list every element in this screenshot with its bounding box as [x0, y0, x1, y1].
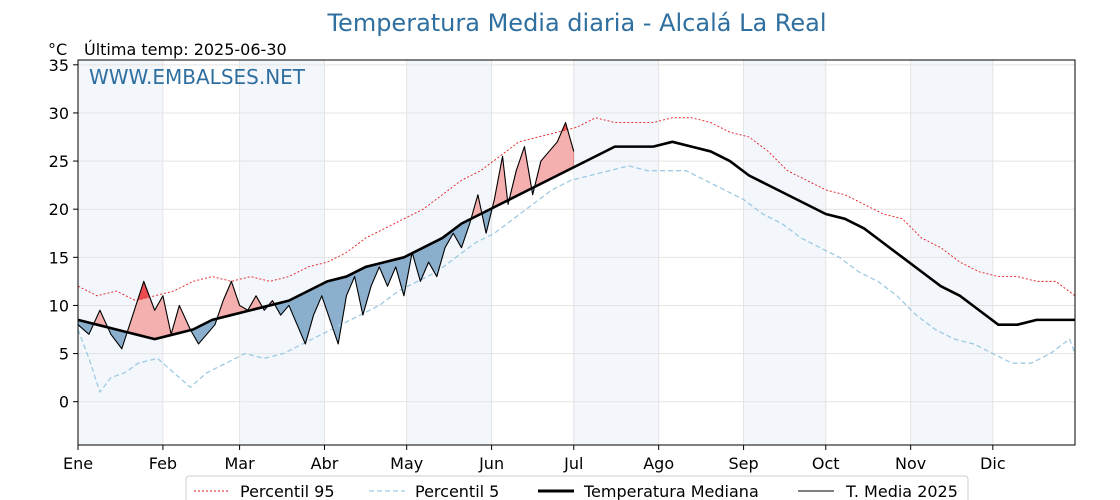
legend-label-p95: Percentil 95: [240, 482, 335, 500]
month-band: [573, 60, 659, 445]
y-tick-label: 15: [49, 248, 69, 267]
legend-item-p95: Percentil 95: [194, 482, 335, 500]
below-median-area: [190, 318, 218, 345]
x-tick-label: Dic: [980, 454, 1006, 473]
legend-label-p5: Percentil 5: [415, 482, 499, 500]
unit-label: °C: [48, 40, 67, 59]
y-tick-label: 35: [49, 56, 69, 75]
y-tick-label: 30: [49, 104, 69, 123]
anomaly-fills: [77, 121, 575, 350]
x-tick-label: Sep: [729, 454, 759, 473]
series-line-p95: [77, 117, 1076, 302]
watermark: WWW.EMBALSES.NET: [89, 65, 306, 89]
chart-title: Temperatura Media diaria - Alcalá La Rea…: [326, 9, 826, 37]
x-tick-label: Jun: [478, 454, 504, 473]
y-tick-label: 0: [59, 393, 69, 412]
y-tick-label: 10: [49, 296, 69, 315]
x-tick-label: Oct: [812, 454, 840, 473]
plot-frame: [77, 59, 1076, 446]
above-p95-area: [138, 281, 150, 300]
month-band: [78, 60, 163, 445]
month-band: [743, 60, 826, 445]
x-tick-label: Abr: [311, 454, 339, 473]
x-axis: Ene Feb Mar Abr May Jun Jul Ago Sep Oct Nov Dic: [63, 445, 1006, 473]
x-tick-label: Mar: [225, 454, 256, 473]
x-tick-label: Jul: [563, 454, 583, 473]
y-tick-label: 20: [49, 200, 69, 219]
legend: Percentil 95 Percentil 5 Temperatura Med…: [185, 475, 969, 500]
last-temp-label: Última temp: 2025-06-30: [84, 40, 287, 59]
legend-item-current: T. Media 2025: [798, 482, 958, 500]
legend-label-median: Temperatura Mediana: [583, 482, 759, 500]
legend-box: [185, 475, 969, 500]
series-line-median: [77, 140, 1075, 341]
x-tick-label: Feb: [149, 454, 177, 473]
x-tick-label: May: [390, 454, 423, 473]
legend-item-p5: Percentil 5: [369, 482, 499, 500]
series-line-current: [77, 122, 575, 350]
x-tick-label: Ene: [63, 454, 93, 473]
series-lines: [77, 117, 1076, 393]
x-tick-label: Nov: [895, 454, 926, 473]
y-tick-label: 25: [49, 152, 69, 171]
month-band: [910, 60, 993, 445]
month-band: [239, 60, 325, 445]
x-tick-label: Ago: [643, 454, 674, 473]
y-tick-label: 5: [59, 345, 69, 364]
series-line-p5: [77, 165, 1076, 393]
y-axis: 0 5 10 15 20 25 30 35: [49, 56, 78, 412]
legend-item-median: Temperatura Mediana: [538, 482, 759, 500]
legend-label-current: T. Media 2025: [845, 482, 958, 500]
month-bands: [78, 60, 993, 445]
